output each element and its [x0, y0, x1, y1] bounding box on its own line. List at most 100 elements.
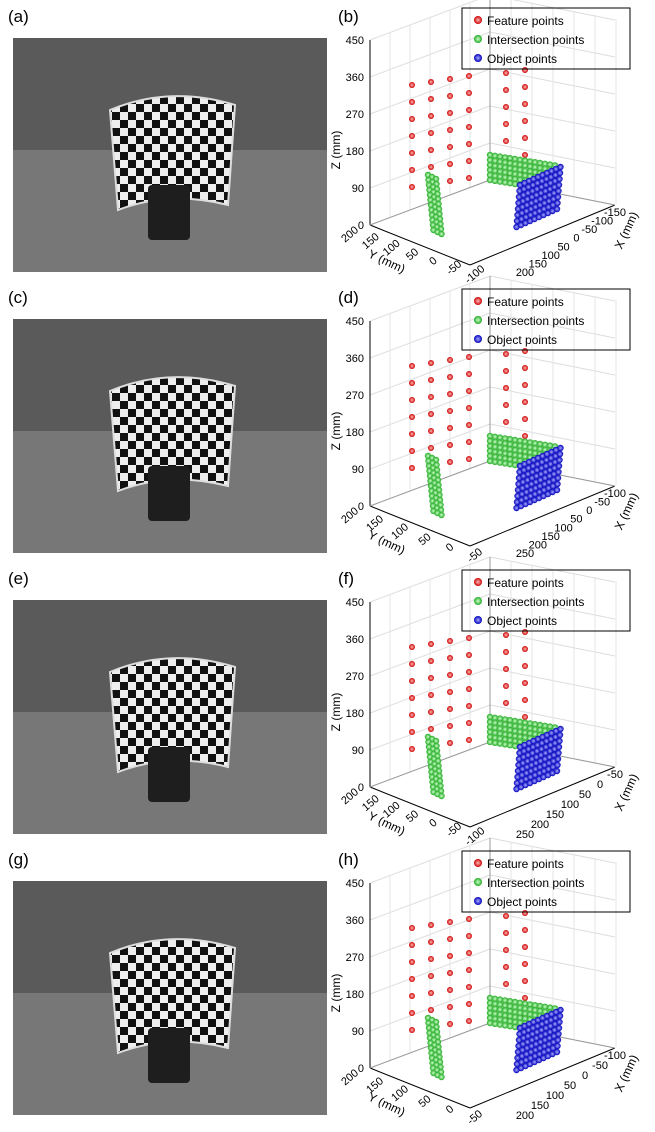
- intersection-point: [516, 1014, 524, 1021]
- checkerboard: [108, 657, 237, 774]
- feature-point: [466, 703, 472, 709]
- z-tick-label: 360: [346, 915, 364, 927]
- intersection-point: [438, 511, 445, 519]
- intersection-point: [491, 1020, 499, 1027]
- feature-point: [447, 459, 453, 465]
- feature-point: [466, 388, 472, 394]
- z-tick-label: 360: [346, 353, 364, 365]
- intersection-point: [531, 445, 539, 452]
- intersection-point: [506, 732, 514, 739]
- feature-point: [428, 956, 434, 962]
- legend-marker: [474, 35, 482, 43]
- intersection-point: [531, 731, 539, 738]
- object-point: [556, 1018, 563, 1026]
- feature-point: [522, 663, 528, 669]
- intersection-point: [526, 168, 534, 175]
- x-tick-label: 0: [582, 1070, 588, 1082]
- legend-label: Feature points: [487, 857, 564, 871]
- intersection-point: [516, 733, 524, 740]
- x-tick-label: 0: [586, 505, 592, 517]
- feature-point: [522, 365, 528, 371]
- intersection-point: [511, 722, 519, 730]
- intersection-point: [531, 450, 539, 457]
- object-point: [555, 181, 563, 189]
- intersection-point: [511, 175, 519, 183]
- intersection-point: [496, 153, 504, 160]
- intersection-point: [501, 726, 509, 733]
- feature-point: [428, 130, 434, 136]
- feature-point: [428, 147, 434, 153]
- intersection-point: [521, 724, 529, 731]
- intersection-point: [516, 161, 524, 168]
- feature-point: [522, 680, 528, 686]
- panel-label: (e): [8, 569, 29, 588]
- legend-label: Intersection points: [487, 876, 584, 890]
- legend-marker: [474, 859, 482, 867]
- feature-point: [428, 658, 434, 664]
- intersection-point: [526, 163, 534, 170]
- feature-point: [522, 67, 528, 73]
- intersection-point: [521, 734, 529, 741]
- z-tick-label: 360: [346, 72, 364, 84]
- feature-point: [409, 431, 415, 437]
- intersection-point: [501, 736, 509, 743]
- intersection-point: [536, 721, 544, 729]
- intersection-point: [511, 1023, 519, 1031]
- feature-point: [466, 635, 472, 641]
- feature-point: [409, 644, 415, 650]
- intersection-point: [506, 742, 514, 749]
- object-point: [553, 1048, 561, 1056]
- feature-point: [428, 428, 434, 434]
- intersection-point: [491, 152, 499, 159]
- intersection-point: [541, 441, 549, 448]
- feature-point: [503, 947, 509, 953]
- y-tick-label: -50: [465, 1108, 485, 1127]
- object-point: [556, 731, 564, 739]
- intersection-point: [526, 725, 534, 732]
- z-tick-label: 270: [346, 671, 364, 683]
- feature-point: [466, 354, 472, 360]
- feature-point: [503, 121, 509, 127]
- intersection-point: [506, 737, 514, 744]
- intersection-point: [526, 449, 534, 456]
- panel-label: (c): [8, 288, 28, 307]
- feature-point: [409, 959, 415, 965]
- feature-point: [447, 391, 453, 397]
- feature-point: [503, 402, 509, 408]
- object-point: [555, 749, 562, 757]
- intersection-point: [511, 1018, 519, 1026]
- checkerboard: [108, 376, 237, 493]
- feature-point: [466, 158, 472, 164]
- feature-point: [409, 925, 415, 931]
- feature-point: [522, 118, 528, 124]
- legend-label: Intersection points: [487, 314, 584, 328]
- legend-marker: [474, 54, 482, 62]
- photo: [13, 319, 327, 553]
- intersection-point: [511, 170, 519, 178]
- feature-point: [522, 646, 528, 652]
- feature-point: [447, 144, 453, 150]
- feature-point: [428, 394, 434, 400]
- intersection-point: [491, 438, 499, 445]
- object-point: [555, 187, 562, 195]
- intersection-point: [501, 169, 509, 176]
- legend-label: Object points: [487, 333, 557, 347]
- feature-point: [466, 90, 472, 96]
- intersection-point: [491, 162, 499, 169]
- feature-point: [409, 993, 415, 999]
- feature-point: [409, 184, 415, 190]
- intersection-point: [491, 714, 499, 721]
- z-tick-label: 180: [346, 427, 364, 439]
- intersection-point: [486, 447, 494, 455]
- object-point: [554, 1036, 562, 1044]
- intersection-point: [511, 446, 519, 454]
- feature-point: [466, 933, 472, 939]
- y-tick-label: -100: [463, 825, 488, 848]
- intersection-point: [496, 163, 504, 170]
- intersection-point: [501, 997, 509, 1004]
- legend-label: Object points: [487, 895, 557, 909]
- feature-point: [466, 456, 472, 462]
- object-point: [554, 193, 562, 201]
